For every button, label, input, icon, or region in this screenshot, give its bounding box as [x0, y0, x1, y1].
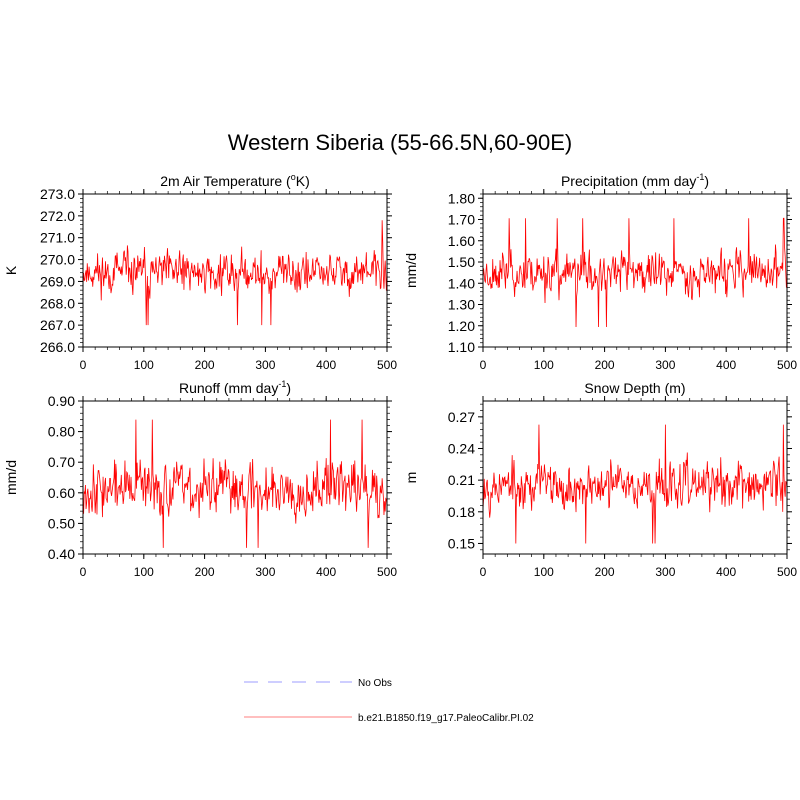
- x-tick-label: 0: [80, 565, 87, 579]
- y-tick-label: 0.90: [48, 393, 75, 409]
- y-tick-label: 1.10: [448, 339, 475, 355]
- panel-1: 0 100 200 300 400 500 266.0 267.0 268.0 269.0 270.…: [3, 172, 397, 372]
- y-tick-label: 1.30: [448, 297, 475, 313]
- y-axis-label: mm/d: [403, 253, 419, 288]
- x-tick-label: 100: [534, 358, 554, 372]
- figure-title: Western Siberia (55-66.5N,60-90E): [227, 130, 573, 155]
- x-tick-label: 300: [655, 565, 675, 579]
- x-tick-label: 200: [595, 358, 615, 372]
- y-tick-label: 1.70: [448, 212, 475, 228]
- y-tick-label: 0.50: [48, 515, 75, 531]
- y-tick-label: 1.40: [448, 275, 475, 291]
- x-tick-label: 200: [595, 565, 615, 579]
- y-tick-label: 0.24: [448, 440, 475, 456]
- y-tick-label: 1.50: [448, 254, 475, 270]
- series-line: [82, 220, 388, 326]
- x-tick-label: 200: [195, 358, 215, 372]
- plot-frame: [82, 400, 388, 555]
- x-tick-label: 300: [655, 358, 675, 372]
- panel-title: Runoff (mm day-1): [179, 379, 291, 396]
- panel-4: 0 100 200 300 400 500 0.15 0.18 0.21 0.24 0.27 Snow…: [403, 380, 797, 579]
- y-tick-label: 0.15: [448, 535, 475, 551]
- y-tick-label: 1.60: [448, 233, 475, 249]
- x-tick-label: 0: [480, 565, 487, 579]
- x-tick-label: 400: [716, 358, 736, 372]
- x-tick-label: 400: [316, 565, 336, 579]
- y-tick-label: 273.0: [40, 186, 75, 202]
- panel-title: Precipitation (mm day-1): [561, 172, 709, 189]
- x-tick-label: 500: [777, 565, 797, 579]
- plot-frame: [82, 193, 388, 348]
- panel-2: 0 100 200 300 400 500 1.10 1.20 1.30 1.40 1.50 1.60…: [403, 172, 797, 372]
- panel-title: Snow Depth (m): [584, 380, 685, 396]
- y-tick-label: 267.0: [40, 317, 75, 333]
- x-tick-label: 100: [134, 358, 154, 372]
- y-tick-label: 0.60: [48, 485, 75, 501]
- y-tick-label: 0.18: [448, 504, 475, 520]
- legend-label: No Obs: [358, 678, 392, 689]
- series-line: [482, 424, 788, 544]
- x-tick-label: 400: [316, 358, 336, 372]
- series-line: [482, 217, 788, 328]
- legend: No Obs b.e21.B1850.f19_g17.PaleoCalibr.PI…: [244, 678, 534, 724]
- x-tick-label: 300: [255, 565, 275, 579]
- y-axis-label: m: [403, 472, 419, 484]
- plot-frame: [482, 400, 788, 555]
- panel-title: 2m Air Temperature (oK): [160, 172, 309, 189]
- y-tick-label: 1.80: [448, 190, 475, 206]
- x-tick-label: 0: [480, 358, 487, 372]
- y-tick-label: 268.0: [40, 295, 75, 311]
- series-line: [82, 419, 388, 548]
- x-tick-label: 300: [255, 358, 275, 372]
- y-tick-label: 270.0: [40, 252, 75, 268]
- x-tick-label: 500: [377, 358, 397, 372]
- y-axis-label: K: [3, 265, 19, 275]
- y-tick-label: 272.0: [40, 208, 75, 224]
- x-tick-label: 500: [777, 358, 797, 372]
- y-tick-label: 0.80: [48, 424, 75, 440]
- x-tick-label: 100: [134, 565, 154, 579]
- y-tick-label: 0.27: [448, 409, 475, 425]
- panel-3: 0 100 200 300 400 500 0.40 0.50 0.60 0.70 0.80 0.90…: [3, 379, 397, 579]
- y-axis-label: mm/d: [3, 460, 19, 495]
- y-tick-label: 266.0: [40, 339, 75, 355]
- x-tick-label: 200: [195, 565, 215, 579]
- y-tick-label: 1.20: [448, 318, 475, 334]
- x-tick-label: 500: [377, 565, 397, 579]
- x-tick-label: 100: [534, 565, 554, 579]
- x-tick-label: 0: [80, 358, 87, 372]
- x-tick-label: 400: [716, 565, 736, 579]
- y-tick-label: 0.21: [448, 472, 475, 488]
- y-tick-label: 269.0: [40, 273, 75, 289]
- y-tick-label: 0.70: [48, 454, 75, 470]
- y-tick-label: 0.40: [48, 546, 75, 562]
- legend-label: b.e21.B1850.f19_g17.PaleoCalibr.PI.02: [358, 713, 534, 724]
- y-tick-label: 271.0: [40, 230, 75, 246]
